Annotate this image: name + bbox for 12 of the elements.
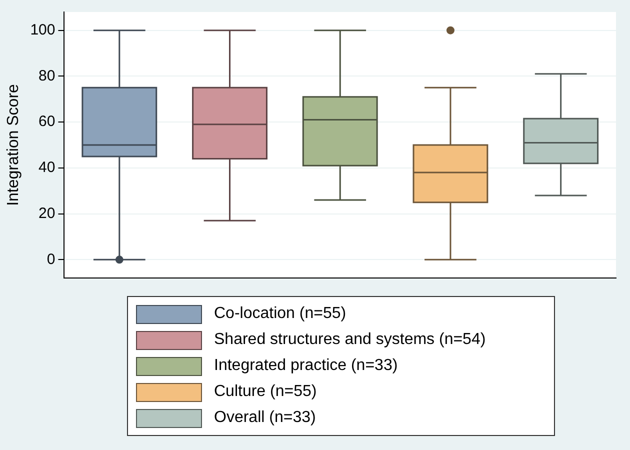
y-axis-title: Integration Score xyxy=(5,84,22,206)
legend-label: Shared structures and systems (n=54) xyxy=(214,331,486,349)
legend-label: Integrated practice (n=33) xyxy=(214,357,398,375)
y-tick-label: 40 xyxy=(38,159,56,176)
y-tick-label: 0 xyxy=(46,250,56,268)
y-tick-label: 60 xyxy=(38,113,56,130)
y-tick-label: 20 xyxy=(38,204,56,222)
legend-label: Co-location (n=55) xyxy=(214,305,346,323)
legend-label: Culture (n=55) xyxy=(214,383,317,401)
y-tick-label: 80 xyxy=(38,67,56,84)
legend-label: Overall (n=33) xyxy=(214,409,316,427)
y-tick-label: 100 xyxy=(30,21,56,38)
